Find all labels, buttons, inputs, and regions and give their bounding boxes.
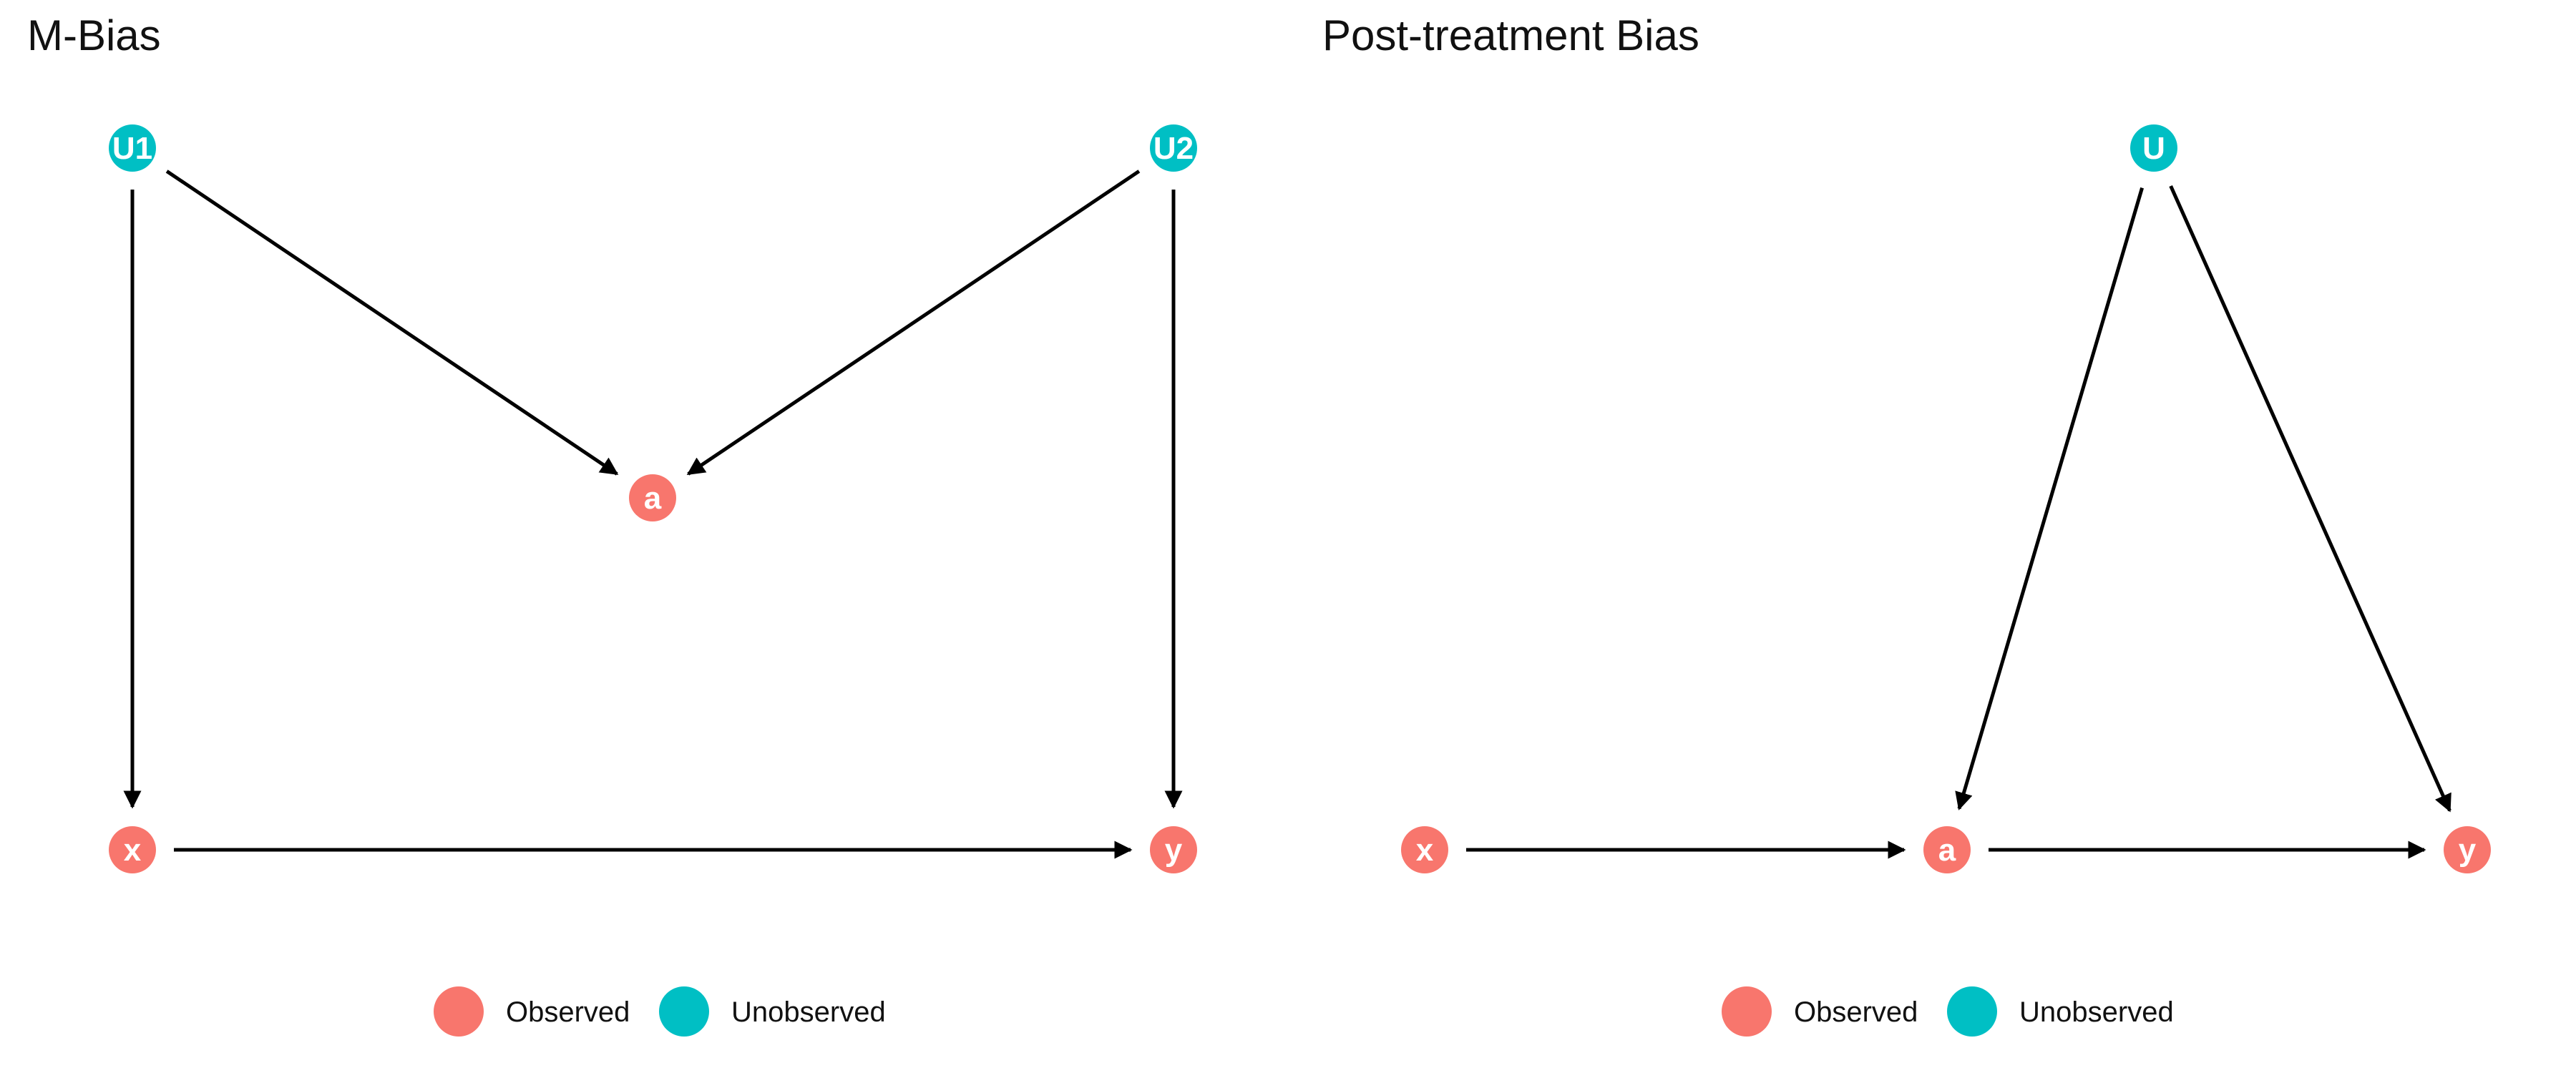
edge-U-to-y: [2169, 185, 2451, 813]
node-y-label: y: [1165, 833, 1183, 868]
node-x-circle: [109, 826, 156, 873]
node-U2-label: U2: [1153, 131, 1194, 166]
edge-U1-to-a: [165, 170, 619, 476]
node-x-circle: [1401, 826, 1448, 873]
node-y-circle: [2444, 826, 2491, 873]
legend-observed-swatch: [1722, 986, 1772, 1037]
node-a: a: [629, 474, 676, 521]
node-U-circle: [2130, 124, 2177, 172]
node-a-label: a: [644, 481, 662, 516]
node-U2-circle: [1150, 124, 1197, 172]
node-a: a: [1923, 826, 1971, 873]
node-y: y: [2444, 826, 2491, 873]
node-a-label: a: [1938, 833, 1956, 868]
legend-observed-label: Observed: [506, 996, 630, 1028]
node-x: x: [1401, 826, 1448, 873]
node-U1: U1: [109, 124, 156, 172]
post-treatment-bias-dag: Ux a y Observed Unobserved: [1401, 124, 2491, 1037]
m-bias-dag: U1 U2 a x y Observed Unobserved: [109, 124, 1197, 1037]
legend: Observed Unobserved: [434, 986, 886, 1037]
legend-unobserved-swatch: [659, 986, 709, 1037]
legend: Observed Unobserved: [1722, 986, 2174, 1037]
panel-title: Post-treatment Bias: [1322, 11, 1699, 59]
node-x: x: [109, 826, 156, 873]
legend-observed-label: Observed: [1794, 996, 1918, 1028]
node-a-circle: [629, 474, 676, 521]
node-U: U: [2130, 124, 2177, 172]
m-bias-panel: M-Bias U1 U2 a x y Observed Unobserved: [27, 11, 1197, 1037]
edge-U-to-a: [1955, 187, 2145, 810]
node-a-circle: [1923, 826, 1971, 873]
legend-unobserved-swatch: [1947, 986, 1997, 1037]
node-U-label: U: [2142, 131, 2165, 166]
legend-unobserved-label: Unobserved: [2019, 996, 2174, 1028]
legend-observed-swatch: [434, 986, 484, 1037]
node-y-circle: [1150, 826, 1197, 873]
edge-U2-to-a: [686, 170, 1141, 476]
node-U2: U2: [1150, 124, 1197, 172]
node-U1-circle: [109, 124, 156, 172]
legend-unobserved-label: Unobserved: [731, 996, 886, 1028]
node-x-label: x: [1416, 833, 1434, 868]
node-U1-label: U1: [112, 131, 152, 166]
panel-title: M-Bias: [27, 11, 161, 59]
node-y: y: [1150, 826, 1197, 873]
node-x-label: x: [124, 833, 142, 868]
node-y-label: y: [2459, 833, 2477, 868]
